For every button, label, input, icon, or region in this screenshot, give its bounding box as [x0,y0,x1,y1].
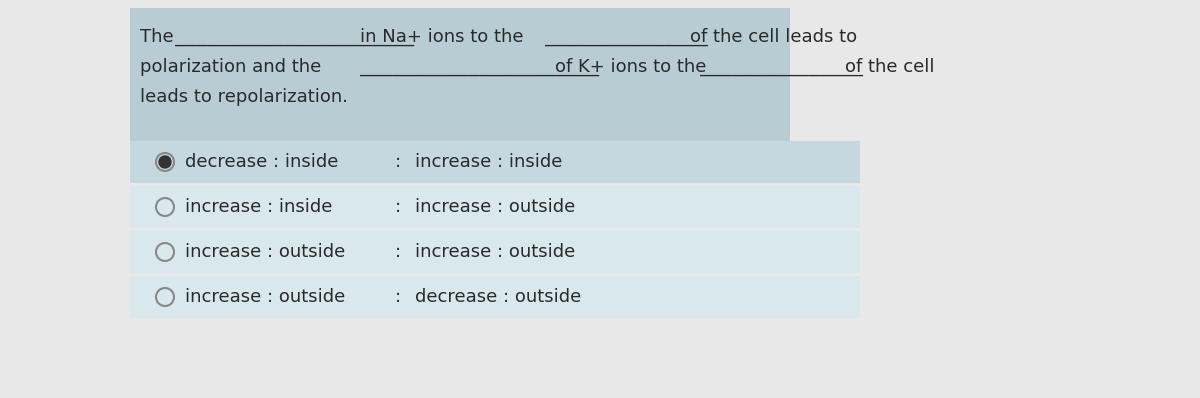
FancyBboxPatch shape [130,8,790,143]
Text: of the cell: of the cell [845,58,935,76]
Circle shape [158,156,172,168]
Text: increase : outside: increase : outside [415,198,575,216]
Text: :: : [395,198,401,216]
Text: ______________________: ______________________ [360,58,599,76]
Text: ______________________: ______________________ [175,28,414,46]
Text: leads to repolarization.: leads to repolarization. [140,88,348,106]
Text: :: : [395,243,401,261]
Text: :: : [395,153,401,171]
Text: increase : outside: increase : outside [185,243,346,261]
Text: decrease : inside: decrease : inside [185,153,338,171]
Text: decrease : outside: decrease : outside [415,288,581,306]
Text: increase : inside: increase : inside [185,198,332,216]
Text: The: The [140,28,174,46]
Text: :: : [395,288,401,306]
Text: of K+ ions to the: of K+ ions to the [554,58,707,76]
FancyBboxPatch shape [130,186,860,228]
Text: increase : outside: increase : outside [415,243,575,261]
FancyBboxPatch shape [130,231,860,273]
Text: increase : outside: increase : outside [185,288,346,306]
Text: of the cell leads to: of the cell leads to [690,28,857,46]
Text: _______________: _______________ [545,28,708,46]
Text: polarization and the: polarization and the [140,58,322,76]
FancyBboxPatch shape [130,141,860,183]
Text: _______________: _______________ [700,58,863,76]
FancyBboxPatch shape [130,276,860,318]
Text: increase : inside: increase : inside [415,153,563,171]
Text: in Na+ ions to the: in Na+ ions to the [360,28,523,46]
